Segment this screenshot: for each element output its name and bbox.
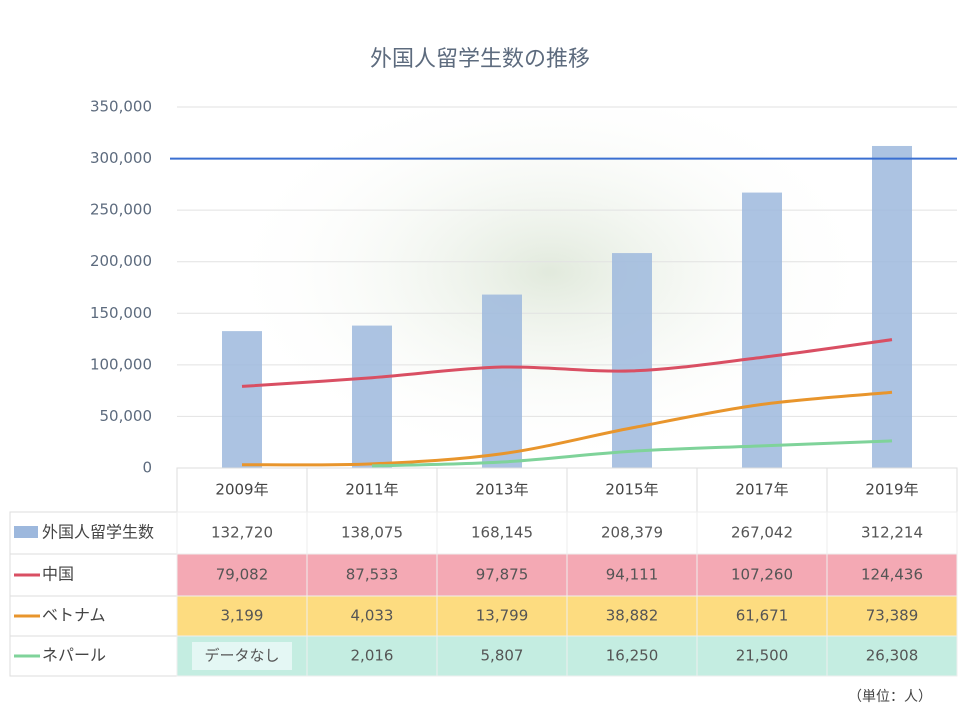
table-cell xyxy=(306,553,438,597)
bar xyxy=(352,325,392,468)
table-cell xyxy=(436,553,568,597)
bar xyxy=(612,253,652,468)
table-cell xyxy=(176,553,308,597)
table-value: 5,807 xyxy=(481,647,524,665)
x-tick-label: 2019年 xyxy=(865,481,918,499)
y-tick-label: 0 xyxy=(142,459,152,477)
table-value: 138,075 xyxy=(341,524,403,542)
table-cell xyxy=(566,511,698,555)
table-value: 13,799 xyxy=(476,607,529,625)
y-tick-label: 200,000 xyxy=(90,252,152,270)
table-value: データなし xyxy=(204,647,279,665)
series-line xyxy=(241,390,893,467)
table-value: 168,145 xyxy=(471,524,533,542)
table-cell xyxy=(436,595,568,637)
header-cell xyxy=(176,467,308,513)
table-value: 97,875 xyxy=(476,566,529,584)
table-value: 107,260 xyxy=(731,566,793,584)
no-data-box xyxy=(192,642,292,670)
table-cell xyxy=(696,553,828,597)
legend-cell xyxy=(9,635,178,677)
legend-swatch xyxy=(14,526,38,538)
x-tick-label: 2013年 xyxy=(475,481,528,499)
x-tick-label: 2011年 xyxy=(345,481,398,499)
table-value: 124,436 xyxy=(861,566,923,584)
table-cell xyxy=(696,595,828,637)
table-value: 73,389 xyxy=(866,607,919,625)
table-cell xyxy=(306,511,438,555)
y-tick-label: 350,000 xyxy=(90,98,152,116)
y-tick-label: 50,000 xyxy=(100,407,153,425)
table-cell xyxy=(436,635,568,677)
x-tick-label: 2009年 xyxy=(215,481,268,499)
table-cell xyxy=(826,553,958,597)
header-cell xyxy=(306,467,438,513)
y-tick-label: 150,000 xyxy=(90,304,152,322)
table-value: 4,033 xyxy=(351,607,394,625)
table-cell xyxy=(566,553,698,597)
unit-note: （単位：人） xyxy=(848,689,932,705)
table-cell xyxy=(176,511,308,555)
table-value: 87,533 xyxy=(346,566,399,584)
table-cell xyxy=(826,635,958,677)
table-value: 38,882 xyxy=(606,607,659,625)
bar xyxy=(742,192,782,468)
table-cell xyxy=(176,595,308,637)
table-value: 208,379 xyxy=(601,524,663,542)
table-cell xyxy=(566,635,698,677)
table-cell xyxy=(306,635,438,677)
table-cell xyxy=(566,595,698,637)
x-tick-label: 2015年 xyxy=(605,481,658,499)
header-cell xyxy=(826,467,958,513)
y-tick-label: 250,000 xyxy=(90,201,152,219)
table-cell xyxy=(306,595,438,637)
table-value: 21,500 xyxy=(736,647,789,665)
table-cell xyxy=(436,511,568,555)
legend-label: ネパール xyxy=(42,646,106,665)
series-line xyxy=(371,439,893,468)
table-cell xyxy=(826,595,958,637)
x-tick-label: 2017年 xyxy=(735,481,788,499)
legend-label: ベトナム xyxy=(42,606,106,625)
table-value: 94,111 xyxy=(606,566,659,584)
table-value: 132,720 xyxy=(211,524,273,542)
legend-label: 外国人留学生数 xyxy=(42,523,154,542)
table-value: 61,671 xyxy=(736,607,789,625)
table-value: 26,308 xyxy=(866,647,919,665)
legend-label: 中国 xyxy=(42,565,74,584)
table-value: 3,199 xyxy=(221,607,264,625)
table-value: 267,042 xyxy=(731,524,793,542)
table-value: 16,250 xyxy=(606,647,659,665)
table-value: 312,214 xyxy=(861,524,923,542)
bar xyxy=(482,294,522,468)
y-tick-label: 100,000 xyxy=(90,355,152,373)
table-value: 2,016 xyxy=(351,647,394,665)
y-tick-label: 300,000 xyxy=(90,149,152,167)
header-cell xyxy=(436,467,568,513)
bar xyxy=(872,145,912,468)
series-line xyxy=(241,338,893,388)
table-value: 79,082 xyxy=(216,566,269,584)
chart-title: 外国人留学生数の推移 xyxy=(370,47,590,72)
bar xyxy=(222,331,262,468)
